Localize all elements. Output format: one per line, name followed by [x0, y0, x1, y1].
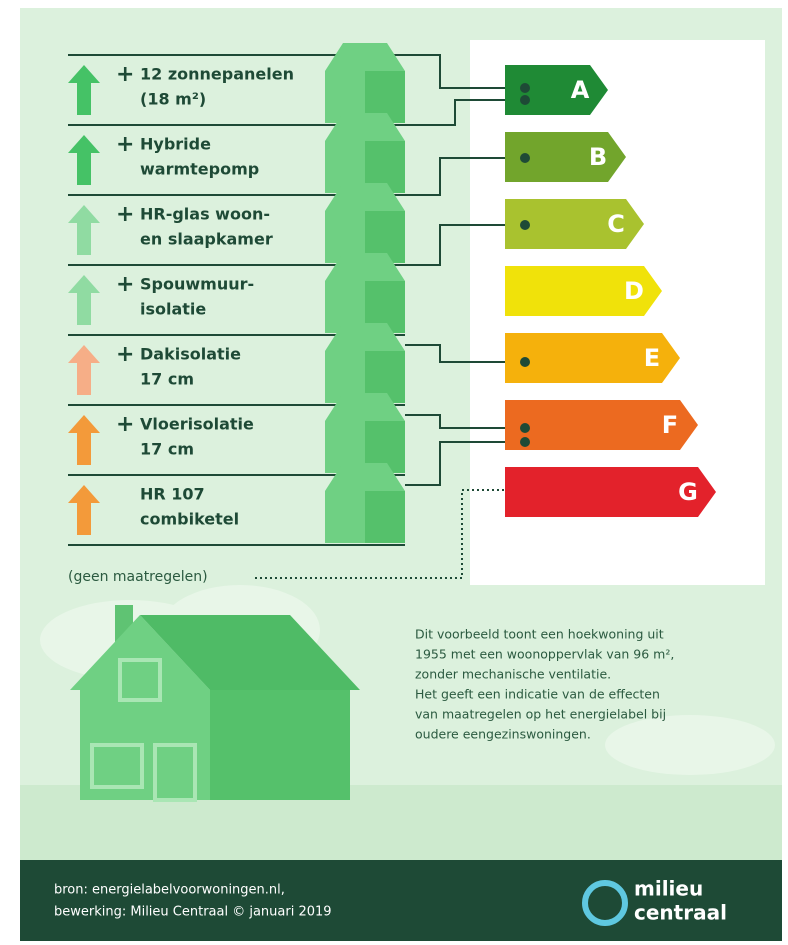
measure-label: (18 m²): [140, 90, 206, 109]
note-text: Dit voorbeeld toont een hoekwoning uit: [415, 627, 664, 642]
note-text: Het geeft een indicatie van de effecten: [415, 687, 660, 702]
measure-label: HR 107: [140, 485, 205, 504]
energy-letter: C: [607, 210, 625, 238]
note-text: oudere eengezinswoningen.: [415, 727, 591, 742]
measure-label: warmtepomp: [140, 160, 259, 179]
connector-dot: [520, 153, 530, 163]
energy-letter: B: [589, 143, 607, 171]
connector-dot: [520, 83, 530, 93]
plus-sign: +: [116, 62, 134, 87]
energy-label: [505, 333, 680, 383]
arrow: [68, 275, 100, 325]
measure-label: Vloerisolatie: [140, 415, 254, 434]
cloud: [605, 715, 775, 775]
logo-text: centraal: [634, 901, 727, 925]
measure-label: 17 cm: [140, 370, 194, 389]
logo-mark: [582, 880, 628, 926]
footer-bar: [20, 860, 782, 941]
footer-source: bewerking: Milieu Centraal © januari 201…: [54, 905, 332, 920]
measure-label: 12 zonnepanelen: [140, 65, 294, 84]
arrow: [68, 65, 100, 115]
note-text: van maatregelen op het energielabel bij: [415, 707, 666, 722]
plus-sign: +: [116, 202, 134, 227]
arrow: [68, 415, 100, 465]
measure-label: Hybride: [140, 135, 211, 154]
energy-label: [505, 266, 662, 316]
connectors: [255, 54, 525, 579]
energy-letter: A: [571, 76, 590, 104]
plus-sign: +: [116, 132, 134, 157]
energy-label: [505, 65, 608, 115]
logo-text: milieu: [634, 877, 703, 901]
measure-label: 17 cm: [140, 440, 194, 459]
plus-sign: +: [116, 272, 134, 297]
note-text: zonder mechanische ventilatie.: [415, 667, 611, 682]
measure-label: Dakisolatie: [140, 345, 241, 364]
energy-letter: G: [678, 478, 698, 506]
footer-source: bron: energielabelvoorwoningen.nl,: [54, 883, 285, 898]
measure-label: Spouwmuur-: [140, 275, 254, 294]
measure-label: HR-glas woon-: [140, 205, 270, 224]
plus-sign: +: [116, 412, 134, 437]
house-icon-side: [365, 491, 405, 543]
arrow: [68, 485, 100, 535]
baseline-label: (geen maatregelen): [68, 569, 208, 585]
connector-dot: [520, 437, 530, 447]
energy-label: [505, 132, 626, 182]
energy-letter: F: [662, 411, 678, 439]
energy-label: [505, 199, 644, 249]
arrow: [68, 135, 100, 185]
arrow: [68, 345, 100, 395]
connector-dot: [520, 423, 530, 433]
connector-dot: [520, 357, 530, 367]
measure-label: combiketel: [140, 510, 239, 529]
energy-letter: E: [644, 344, 660, 372]
energy-letter: D: [624, 277, 644, 305]
connector-dot: [520, 220, 530, 230]
connector-dot: [520, 95, 530, 105]
house-illustration: [70, 605, 360, 802]
energy-label: [505, 400, 698, 450]
measure-label: isolatie: [140, 300, 206, 319]
note-text: 1955 met een woonoppervlak van 96 m²,: [415, 647, 674, 662]
arrow: [68, 205, 100, 255]
energy-label: [505, 467, 716, 517]
plus-sign: +: [116, 342, 134, 367]
measure-label: en slaapkamer: [140, 230, 273, 249]
